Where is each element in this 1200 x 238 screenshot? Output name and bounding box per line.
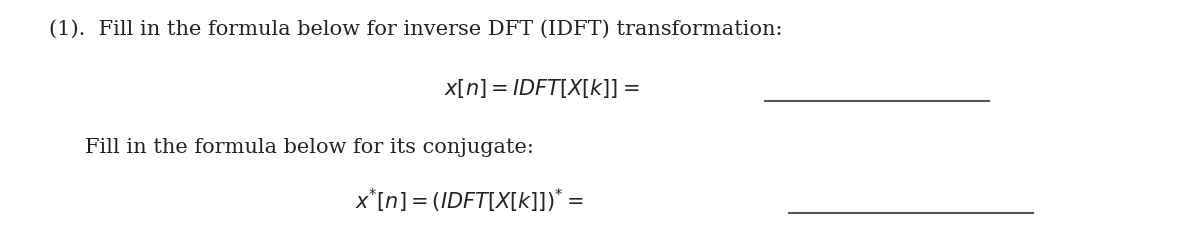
Text: $x^{*}[n] = \left( \mathit{IDFT}[X[k]] \right)^{*} = $: $x^{*}[n] = \left( \mathit{IDFT}[X[k]] \… (354, 187, 583, 215)
Text: $x[n] = \mathit{IDFT}[X[k]] = $: $x[n] = \mathit{IDFT}[X[k]] = $ (444, 77, 640, 100)
Text: Fill in the formula below for its conjugate:: Fill in the formula below for its conjug… (85, 138, 534, 157)
Text: (1).  Fill in the formula below for inverse DFT (IDFT) transformation:: (1). Fill in the formula below for inver… (49, 20, 782, 39)
